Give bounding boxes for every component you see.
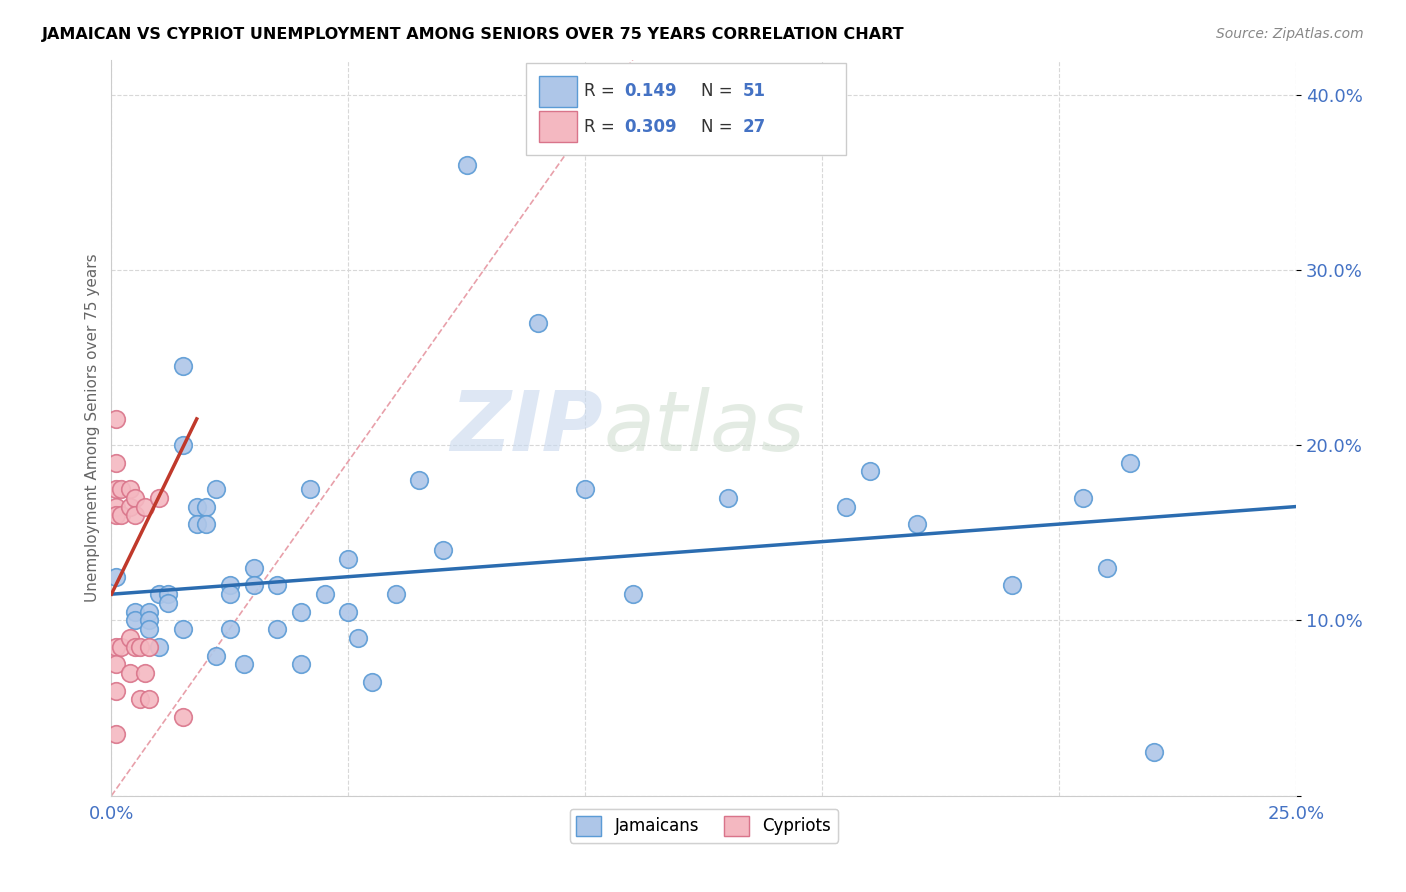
Point <box>148 491 170 505</box>
Point <box>110 640 132 654</box>
Point <box>138 622 160 636</box>
Point <box>337 605 360 619</box>
Point <box>204 648 226 663</box>
Point <box>148 640 170 654</box>
Point <box>266 578 288 592</box>
Point <box>1071 491 1094 505</box>
Point <box>172 359 194 374</box>
Text: N =: N = <box>702 118 738 136</box>
Point <box>128 692 150 706</box>
Text: atlas: atlas <box>603 387 804 468</box>
Point <box>204 482 226 496</box>
Point <box>290 657 312 672</box>
Point <box>157 587 180 601</box>
Point <box>138 640 160 654</box>
Point <box>124 640 146 654</box>
Point <box>120 631 142 645</box>
Point <box>134 666 156 681</box>
Text: R =: R = <box>583 82 620 100</box>
Point <box>195 517 218 532</box>
Point <box>266 622 288 636</box>
Point <box>905 517 928 532</box>
Point <box>233 657 256 672</box>
Point <box>124 508 146 523</box>
Point <box>219 587 242 601</box>
Point <box>138 605 160 619</box>
Point <box>120 666 142 681</box>
Text: R =: R = <box>583 118 620 136</box>
Point <box>290 605 312 619</box>
Point <box>105 508 128 523</box>
FancyBboxPatch shape <box>526 63 846 155</box>
Point <box>1095 561 1118 575</box>
Point <box>859 465 882 479</box>
Point <box>128 640 150 654</box>
Point <box>621 587 644 601</box>
Point <box>242 561 264 575</box>
Point <box>337 552 360 566</box>
Point <box>172 622 194 636</box>
Legend: Jamaicans, Cypriots: Jamaicans, Cypriots <box>569 809 838 843</box>
Text: 0.149: 0.149 <box>624 82 678 100</box>
Point <box>110 508 132 523</box>
Point <box>138 692 160 706</box>
Point <box>105 683 128 698</box>
Point <box>105 727 128 741</box>
Point <box>105 657 128 672</box>
Point <box>105 500 128 514</box>
Point <box>835 500 858 514</box>
Point <box>186 517 208 532</box>
Point <box>120 500 142 514</box>
Point <box>110 482 132 496</box>
Point <box>124 614 146 628</box>
Point <box>186 500 208 514</box>
Point <box>105 482 128 496</box>
Text: 27: 27 <box>742 118 766 136</box>
Text: N =: N = <box>702 82 738 100</box>
Point <box>148 587 170 601</box>
Point <box>105 456 128 470</box>
Text: JAMAICAN VS CYPRIOT UNEMPLOYMENT AMONG SENIORS OVER 75 YEARS CORRELATION CHART: JAMAICAN VS CYPRIOT UNEMPLOYMENT AMONG S… <box>42 27 905 42</box>
FancyBboxPatch shape <box>538 76 576 107</box>
Point <box>716 491 738 505</box>
Point <box>1119 456 1142 470</box>
Point <box>172 710 194 724</box>
Point <box>314 587 336 601</box>
Point <box>120 482 142 496</box>
Point <box>138 614 160 628</box>
Point <box>105 569 128 583</box>
Point <box>105 640 128 654</box>
Point <box>361 674 384 689</box>
Point <box>527 316 550 330</box>
Text: 51: 51 <box>742 82 766 100</box>
Point <box>134 500 156 514</box>
Point <box>1001 578 1024 592</box>
Point <box>242 578 264 592</box>
Point <box>124 491 146 505</box>
Point <box>432 543 454 558</box>
Point <box>1143 745 1166 759</box>
Point <box>347 631 370 645</box>
Point <box>456 158 478 172</box>
Point <box>408 473 430 487</box>
Text: 0.309: 0.309 <box>624 118 678 136</box>
Y-axis label: Unemployment Among Seniors over 75 years: Unemployment Among Seniors over 75 years <box>86 253 100 602</box>
Text: Source: ZipAtlas.com: Source: ZipAtlas.com <box>1216 27 1364 41</box>
Point <box>219 578 242 592</box>
Text: ZIP: ZIP <box>450 387 603 468</box>
Point <box>195 500 218 514</box>
Point <box>124 605 146 619</box>
Point <box>574 482 596 496</box>
FancyBboxPatch shape <box>538 112 576 142</box>
Point <box>172 438 194 452</box>
Point <box>384 587 406 601</box>
Point <box>105 412 128 426</box>
Point <box>157 596 180 610</box>
Point <box>299 482 322 496</box>
Point <box>219 622 242 636</box>
